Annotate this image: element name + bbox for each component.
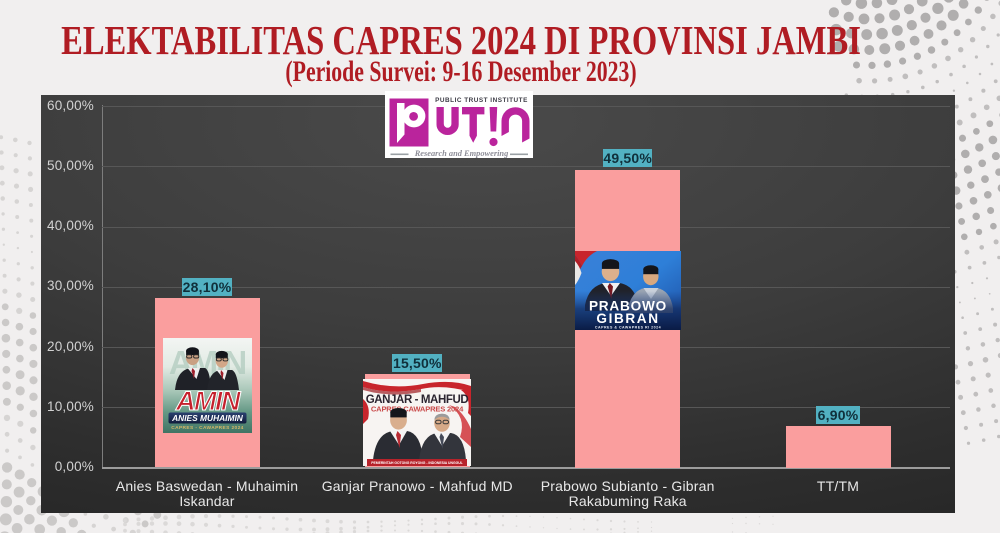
svg-text:PUBLIC TRUST INSTITUTE: PUBLIC TRUST INSTITUTE bbox=[435, 97, 528, 104]
svg-text:CAPRES - CAWAPRES 2024: CAPRES - CAWAPRES 2024 bbox=[171, 425, 244, 431]
svg-text:PEMERINTAH GOTONG ROYONG - IND: PEMERINTAH GOTONG ROYONG - INDONESIA UNG… bbox=[371, 461, 463, 465]
svg-text:PRABOWO: PRABOWO bbox=[588, 299, 666, 314]
svg-text:CAPRES CAWAPRES 2024: CAPRES CAWAPRES 2024 bbox=[371, 405, 464, 414]
svg-text:GIBRAN: GIBRAN bbox=[596, 311, 659, 326]
svg-text:Research and Empowering: Research and Empowering bbox=[414, 149, 509, 158]
svg-text:GANJAR - MAHFUD: GANJAR - MAHFUD bbox=[366, 394, 469, 406]
svg-text:AMIN: AMIN bbox=[175, 386, 241, 416]
svg-text:ANIES MUHAIMIN: ANIES MUHAIMIN bbox=[171, 413, 244, 423]
svg-text:CAPRES & CAWAPRES RI 2024: CAPRES & CAWAPRES RI 2024 bbox=[594, 326, 660, 330]
